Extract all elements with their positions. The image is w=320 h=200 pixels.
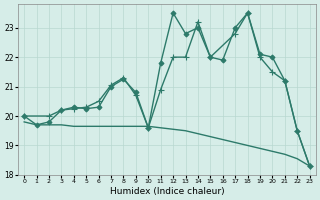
X-axis label: Humidex (Indice chaleur): Humidex (Indice chaleur) — [109, 187, 224, 196]
